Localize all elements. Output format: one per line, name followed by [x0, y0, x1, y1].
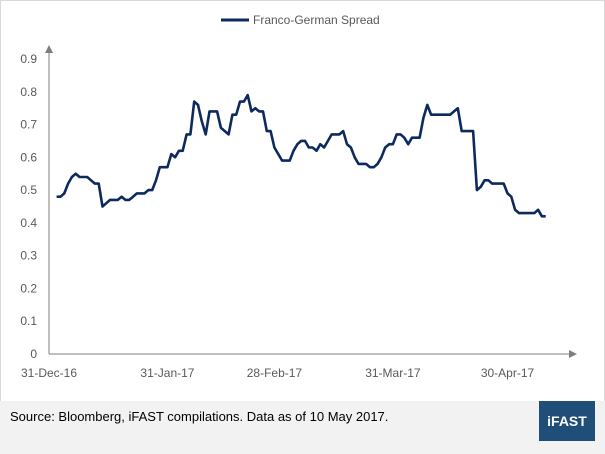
y-tick-label: 0.7 — [20, 118, 37, 132]
y-tick-label: 0.6 — [20, 150, 37, 164]
y-tick-label: 0.8 — [20, 85, 37, 99]
y-tick-label: 0.2 — [20, 281, 37, 295]
x-axis-arrow — [569, 350, 577, 358]
y-axis-ticks: 0 0.1 0.2 0.3 0.4 0.5 0.6 0.7 0.8 0.9 — [20, 52, 37, 361]
x-tick-label: 31-Mar-17 — [365, 366, 421, 380]
source-note: Source: Bloomberg, iFAST compilations. D… — [10, 409, 389, 424]
x-axis-ticks: 31-Dec-16 31-Jan-17 28-Feb-17 31-Mar-17 30-A… — [21, 366, 535, 380]
y-tick-label: 0.3 — [20, 249, 37, 263]
series-line-franco-german-spread — [56, 93, 546, 218]
y-axis-arrow — [45, 45, 53, 53]
x-tick-label: 30-Apr-17 — [481, 366, 535, 380]
footer: Source: Bloomberg, iFAST compilations. D… — [0, 401, 605, 454]
legend: Franco-German Spread — [221, 13, 380, 27]
x-tick-label: 31-Jan-17 — [140, 366, 194, 380]
ifast-logo: iFAST — [539, 401, 595, 441]
x-tick-label: 28-Feb-17 — [247, 366, 303, 380]
y-tick-label: 0 — [30, 347, 37, 361]
y-tick-label: 0.9 — [20, 52, 37, 66]
legend-label: Franco-German Spread — [253, 13, 380, 27]
y-tick-label: 0.5 — [20, 183, 37, 197]
y-tick-label: 0.1 — [20, 314, 37, 328]
x-tick-label: 31-Dec-16 — [21, 366, 77, 380]
line-chart: Franco-German Spread 0 0.1 0.2 0.3 0.4 0.5 0.6… — [20, 13, 577, 380]
y-tick-label: 0.4 — [20, 216, 37, 230]
